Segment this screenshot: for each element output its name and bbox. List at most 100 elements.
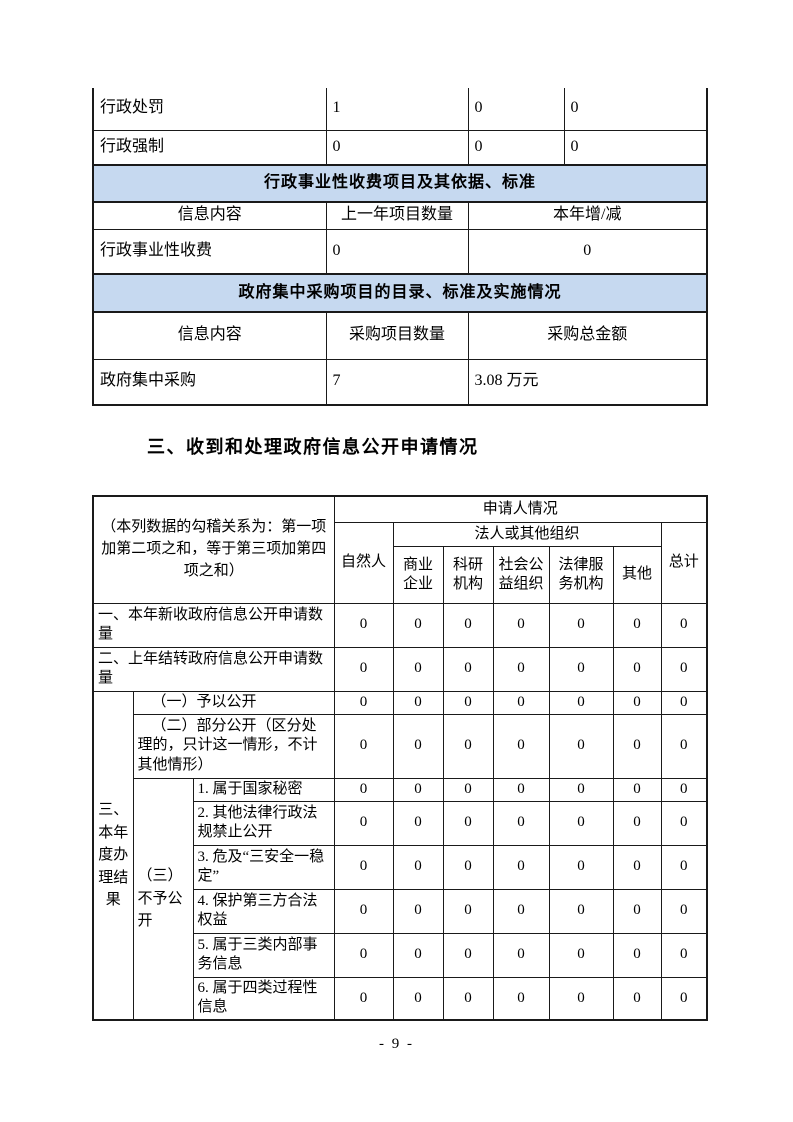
cell-value: 0 <box>492 690 550 715</box>
table-row: （本列数据的勾稽关系为：第一项加第二项之和，等于第三项加第四项之和） 申请人情况 <box>92 495 708 604</box>
legal-entities-header: 法人或其他组织 <box>392 521 662 547</box>
cell-value: 0 <box>333 690 394 715</box>
subgroup-label-denied: （三）不予公开 <box>132 777 194 1021</box>
section-heading: 三、收到和处理政府信息公开申请情况 <box>147 437 479 457</box>
admin-info-table: 行政处罚 1 0 0 行政强制 0 0 0 行政事业性收费项目及其依据、标准 信… <box>92 88 708 406</box>
row-label: 一、本年新收政府信息公开申请数量 <box>92 602 335 648</box>
cell-value: 0 <box>392 976 444 1021</box>
row-label: （二）部分公开（区分处理的，只计这一情形，不计其他情形） <box>132 713 335 779</box>
cell-value: 0 <box>333 976 394 1021</box>
cell-value: 0 <box>548 844 614 890</box>
table-row: 商业企业 科研机构 社会公益组织 法律服务机构 其他 <box>93 545 707 604</box>
column-header: 采购总金额 <box>467 311 708 360</box>
cell-value: 0 <box>492 844 550 890</box>
cell-value: 0 <box>492 646 550 692</box>
cell-value: 0 <box>612 777 662 802</box>
cell-value: 0 <box>492 602 550 648</box>
cell-value: 0 <box>612 888 662 934</box>
cell-value: 0 <box>442 690 494 715</box>
cell-value: 0 <box>442 602 494 648</box>
cell-value: 0 <box>325 129 469 166</box>
column-header: 采购项目数量 <box>325 311 469 360</box>
cell-value: 1 <box>325 88 469 131</box>
cell-value: 0 <box>442 777 494 802</box>
column-header-research: 科研机构 <box>442 545 494 604</box>
table-row: 行政强制 0 0 0 <box>92 129 708 166</box>
cell-value: 0 <box>548 888 614 934</box>
cell-value: 0 <box>612 932 662 978</box>
table-row: （三）不予公开 1. 属于国家秘密 0 0 0 0 0 0 0 <box>93 777 708 1021</box>
cell-value: 0 <box>492 800 550 846</box>
cell-value: 7 <box>325 358 469 406</box>
cell-value: 0 <box>392 800 444 846</box>
table-row: 5. 属于三类内部事务信息 0 0 0 0 0 0 0 <box>93 932 708 978</box>
cell-value: 0 <box>563 129 708 166</box>
column-header-other: 其他 <box>612 545 662 604</box>
column-header-legal-service: 法律服务机构 <box>548 545 614 604</box>
table-section-title: 行政事业性收费项目及其依据、标准 <box>92 164 708 203</box>
cell-value: 0 <box>442 844 494 890</box>
cell-value: 0 <box>660 777 708 802</box>
page-number: - 9 - <box>379 1036 414 1052</box>
cell-value: 0 <box>333 888 394 934</box>
column-header-business: 商业企业 <box>392 545 444 604</box>
cell-value: 0 <box>392 888 444 934</box>
cell-value: 0 <box>492 713 550 779</box>
cell-value: 0 <box>492 976 550 1021</box>
cell-value: 0 <box>612 602 662 648</box>
cell-value: 0 <box>492 932 550 978</box>
table-row: 2. 其他法律行政法规禁止公开 0 0 0 0 0 0 0 <box>93 800 708 846</box>
cell-value: 0 <box>660 713 708 779</box>
cell-value: 0 <box>333 777 394 802</box>
cell-value: 0 <box>612 844 662 890</box>
table-row: 信息内容 上一年项目数量 本年增/减 <box>92 201 708 230</box>
cell-value: 0 <box>392 713 444 779</box>
cell-value: 0 <box>333 800 394 846</box>
cell-value: 0 <box>333 646 394 692</box>
cell-value: 0 <box>325 228 469 275</box>
cell-value: 0 <box>333 844 394 890</box>
column-header-total: 总计 <box>660 521 708 604</box>
cell-value: 0 <box>492 777 550 802</box>
column-header: 信息内容 <box>92 201 327 230</box>
cell-value: 0 <box>333 602 394 648</box>
cell-value: 0 <box>660 800 708 846</box>
table-row: 行政事业性收费 0 0 <box>92 228 708 275</box>
applicants-group-header: 申请人情况 <box>333 495 708 523</box>
cell-value: 0 <box>548 976 614 1021</box>
column-header: 本年增/减 <box>467 201 708 230</box>
cell-value: 0 <box>467 129 565 166</box>
cell-value: 0 <box>548 602 614 648</box>
row-label: 行政处罚 <box>92 88 327 131</box>
row-label: 行政强制 <box>92 129 327 166</box>
column-header: 上一年项目数量 <box>325 201 469 230</box>
cell-value: 0 <box>548 690 614 715</box>
column-header-public-org: 社会公益组织 <box>492 545 550 604</box>
table-row: 行政事业性收费项目及其依据、标准 <box>92 164 708 203</box>
row-label: 3. 危及“三安全一稳定” <box>192 844 335 890</box>
cell-value: 0 <box>563 88 708 131</box>
cell-value: 0 <box>442 932 494 978</box>
cell-value: 0 <box>392 777 444 802</box>
corner-note: （本列数据的勾稽关系为：第一项加第二项之和，等于第三项加第四项之和） <box>92 495 335 604</box>
cell-value: 0 <box>392 932 444 978</box>
cell-value: 0 <box>660 646 708 692</box>
cell-value: 0 <box>392 646 444 692</box>
row-label: 1. 属于国家秘密 <box>192 777 335 802</box>
table-row: 一、本年新收政府信息公开申请数量 0 0 0 0 0 0 0 <box>92 602 708 648</box>
cell-value: 0 <box>392 602 444 648</box>
row-label: 行政事业性收费 <box>92 228 327 275</box>
row-label: 政府集中采购 <box>92 358 327 406</box>
cell-value: 0 <box>612 976 662 1021</box>
cell-value: 0 <box>392 844 444 890</box>
cell-value: 0 <box>492 888 550 934</box>
table-row: 二、上年结转政府信息公开申请数量 0 0 0 0 0 0 0 <box>92 646 708 692</box>
table-row: 信息内容 采购项目数量 采购总金额 <box>92 311 708 360</box>
cell-value: 0 <box>442 800 494 846</box>
table-row: 6. 属于四类过程性信息 0 0 0 0 0 0 0 <box>93 976 708 1021</box>
cell-value: 0 <box>333 713 394 779</box>
row-label: 二、上年结转政府信息公开申请数量 <box>92 646 335 692</box>
cell-value: 0 <box>442 646 494 692</box>
cell-value: 0 <box>660 844 708 890</box>
